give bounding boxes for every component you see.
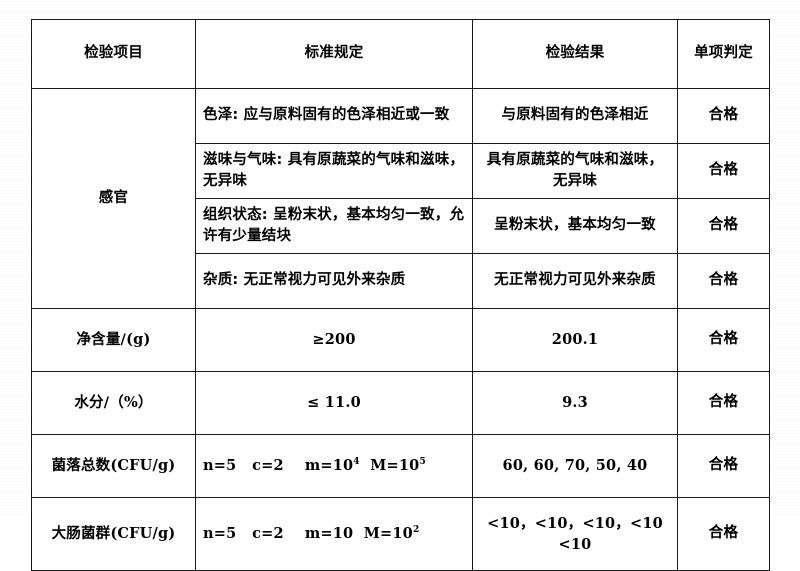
table-row: 组织状态: 呈粉末状，基本均匀一致，允许有少量结块 呈粉末状，基本均匀一致 合格 bbox=[32, 198, 770, 254]
standard-cell-coliform: n=5 c=2 m=10 M=102 bbox=[195, 497, 473, 571]
spec-c-tpc: c=2 bbox=[252, 457, 284, 475]
result-cell-taste-odor: 具有原蔬菜的气味和滋味， 无异味 bbox=[472, 143, 678, 199]
item-label-net-content: 净含量/ bbox=[76, 331, 127, 348]
verdict-cell-coliform: 合格 bbox=[677, 497, 770, 571]
spec-M-coliform: M=10 bbox=[363, 525, 413, 543]
result-cell-impurity: 无正常视力可见外来杂质 bbox=[472, 253, 678, 309]
standard-cell-total-plate-count: n=5 c=2 m=104 M=105 bbox=[195, 434, 473, 498]
header-cell-item: 检验项目 bbox=[31, 19, 196, 89]
standard-cell-taste-odor: 滋味与气味: 具有原蔬菜的气味和滋味，无异味 bbox=[195, 143, 473, 199]
header-cell-verdict: 单项判定 bbox=[677, 19, 770, 89]
item-label-moisture: 水分/ bbox=[74, 394, 110, 411]
item-unit-moisture: （%） bbox=[109, 393, 153, 411]
item-label-total-plate-count: 菌落总数 bbox=[51, 457, 111, 474]
spec-M-exponent-coliform: 2 bbox=[412, 525, 420, 536]
result-cell-texture: 呈粉末状，基本均匀一致 bbox=[472, 198, 678, 254]
header-cell-standard: 标准规定 bbox=[195, 19, 473, 89]
verdict-cell-impurity: 合格 bbox=[677, 253, 770, 309]
table-row: 大肠菌群(CFU/g) n=5 c=2 m=10 M=102 <10，<10，<… bbox=[31, 497, 770, 571]
item-unit-total-plate-count: (CFU/g) bbox=[110, 456, 176, 474]
table-row: 滋味与气味: 具有原蔬菜的气味和滋味，无异味 具有原蔬菜的气味和滋味， 无异味 … bbox=[32, 143, 770, 199]
verdict-cell-total-plate-count: 合格 bbox=[677, 434, 770, 498]
standard-cell-net-content: ≥200 bbox=[195, 308, 473, 372]
standard-cell-moisture: ≤ 11.0 bbox=[195, 371, 473, 435]
table-header-row: 检验项目 标准规定 检验结果 单项判定 bbox=[31, 19, 770, 89]
spec-M-tpc: M=10 bbox=[370, 457, 420, 475]
inspection-report-table: 检验项目 标准规定 检验结果 单项判定 感官 色泽: 应与原料固有的色泽相近或一… bbox=[31, 19, 770, 571]
table-row: 感官 色泽: 应与原料固有的色泽相近或一致 与原料固有的色泽相近 合格 bbox=[31, 88, 770, 309]
table-row: 菌落总数(CFU/g) n=5 c=2 m=104 M=105 60, 60, … bbox=[31, 434, 770, 498]
item-cell-sensory: 感官 bbox=[31, 88, 196, 309]
spec-n-tpc: n=5 bbox=[203, 457, 237, 475]
spec-n-coliform: n=5 bbox=[203, 525, 237, 543]
result-cell-net-content: 200.1 bbox=[472, 308, 678, 372]
result-cell-total-plate-count: 60, 60, 70, 50, 40 bbox=[472, 434, 678, 498]
spec-M-exponent-tpc: 5 bbox=[419, 457, 426, 468]
verdict-cell-moisture: 合格 bbox=[677, 371, 770, 435]
spec-m-tpc: m=10 bbox=[304, 457, 354, 475]
result-cell-color: 与原料固有的色泽相近 bbox=[472, 88, 678, 144]
verdict-cell-taste-odor: 合格 bbox=[677, 143, 770, 199]
table-row: 水分/（%） ≤ 11.0 9.3 合格 bbox=[31, 371, 770, 435]
item-unit-coliform: (CFU/g) bbox=[110, 524, 176, 542]
spec-m-coliform: m=10 bbox=[304, 525, 354, 543]
spec-m-exponent-tpc: 4 bbox=[353, 457, 360, 468]
table-row: 杂质: 无正常视力可见外来杂质 无正常视力可见外来杂质 合格 bbox=[32, 253, 770, 309]
item-cell-coliform: 大肠菌群(CFU/g) bbox=[31, 497, 196, 571]
result-cell-coliform: <10，<10，<10，<10 <10 bbox=[472, 497, 678, 571]
item-cell-moisture: 水分/（%） bbox=[31, 371, 196, 435]
inspection-table-container: 检验项目 标准规定 检验结果 单项判定 感官 色泽: 应与原料固有的色泽相近或一… bbox=[31, 19, 770, 571]
verdict-cell-texture: 合格 bbox=[677, 198, 770, 254]
standard-cell-color: 色泽: 应与原料固有的色泽相近或一致 bbox=[195, 88, 473, 144]
item-cell-total-plate-count: 菌落总数(CFU/g) bbox=[31, 434, 196, 498]
result-cell-moisture: 9.3 bbox=[472, 371, 678, 435]
verdict-cell-color: 合格 bbox=[677, 88, 770, 144]
spec-c-coliform: c=2 bbox=[252, 525, 284, 543]
header-cell-result: 检验结果 bbox=[472, 19, 678, 89]
verdict-cell-net-content: 合格 bbox=[677, 308, 770, 372]
table-row: 净含量/(g) ≥200 200.1 合格 bbox=[31, 308, 770, 372]
standard-cell-impurity: 杂质: 无正常视力可见外来杂质 bbox=[195, 253, 473, 309]
item-unit-net-content: (g) bbox=[126, 330, 151, 348]
item-label-coliform: 大肠菌群 bbox=[51, 525, 111, 542]
item-cell-net-content: 净含量/(g) bbox=[31, 308, 196, 372]
standard-cell-texture: 组织状态: 呈粉末状，基本均匀一致，允许有少量结块 bbox=[195, 198, 473, 254]
